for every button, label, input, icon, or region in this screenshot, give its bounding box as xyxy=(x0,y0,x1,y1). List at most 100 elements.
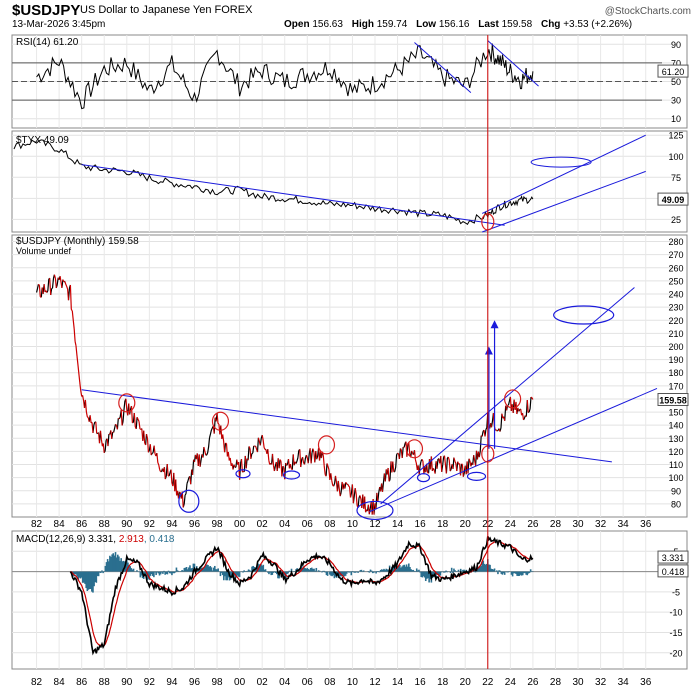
x-tick-label: 20 xyxy=(460,677,472,688)
y-tick-label: 70 xyxy=(671,58,681,68)
macd-panel: MACD(12,26,9) 3.331, 2.913, 0.418 3.331 0.… xyxy=(12,534,689,656)
usdjpy-last-box xyxy=(657,393,689,407)
x-tick-label: 88 xyxy=(99,677,111,688)
rsi-trendline-2 xyxy=(487,40,539,87)
y-tick-label: 240 xyxy=(668,290,683,300)
x-tick-label: 84 xyxy=(54,677,66,688)
rsi-panel: RSI(14) 61.20 61.20 xyxy=(12,37,689,110)
x-tick-label: 90 xyxy=(121,519,133,530)
y-tick-label: 25 xyxy=(671,215,681,225)
high-value: 159.74 xyxy=(376,19,408,30)
x-tick-label: 14 xyxy=(392,519,404,530)
x-tick-label: 02 xyxy=(257,677,269,688)
y-tick-label: 90 xyxy=(671,40,681,50)
usdjpy-target-ellipse xyxy=(553,305,615,325)
x-tick-label: 02 xyxy=(257,519,269,530)
x-tick-label: 94 xyxy=(166,519,178,530)
macd-last-box xyxy=(657,550,689,564)
macd-line xyxy=(69,536,534,656)
x-tick-label: 92 xyxy=(144,677,156,688)
x-tick-label: 82 xyxy=(31,677,43,688)
x-tick-label: 20 xyxy=(460,519,472,530)
y-tick-label: 280 xyxy=(668,237,683,247)
rsi-trendline-1 xyxy=(414,42,472,94)
y-tick-label: 260 xyxy=(668,263,683,273)
chart-date: 13-Mar-2026 3:45pm xyxy=(12,19,106,30)
tyx-line xyxy=(13,139,534,226)
panel-frame xyxy=(11,234,688,518)
x-tick-label: 00 xyxy=(234,519,246,530)
x-tick-label: 16 xyxy=(415,519,427,530)
x-tick-label: 12 xyxy=(369,677,381,688)
x-tick-label: 18 xyxy=(437,677,449,688)
y-tick-label: 100 xyxy=(668,473,683,483)
panel-frame xyxy=(11,530,688,670)
x-tick-label: 34 xyxy=(618,677,630,688)
high-label: High xyxy=(351,19,374,30)
x-tick-label: 92 xyxy=(144,519,156,530)
last-value: 159.58 xyxy=(501,19,533,30)
x-tick-label: 12 xyxy=(369,519,381,530)
y-tick-label: 75 xyxy=(671,173,681,183)
ohlc-bar: Open 156.63 High 159.74 Low 156.16 Last … xyxy=(284,19,638,30)
y-tick-label: 120 xyxy=(668,447,683,457)
tyx-panel: $TYX 49.09 49.09 xyxy=(13,134,689,233)
x-tick-label: 26 xyxy=(527,519,539,530)
x-tick-label: 30 xyxy=(572,677,584,688)
open-label: Open xyxy=(284,19,310,30)
red-high-circle xyxy=(211,411,230,431)
y-tick-label: 220 xyxy=(668,316,683,326)
x-tick-label: 08 xyxy=(324,677,336,688)
red-high-circle xyxy=(405,439,424,459)
rsi-last-value: 61.20 xyxy=(662,67,685,77)
usdjpy-last-value: 159.58 xyxy=(659,396,687,406)
x-tick-label: 36 xyxy=(640,519,652,530)
low-label: Low xyxy=(416,19,437,30)
macd-last-value: 3.331 xyxy=(662,553,685,563)
x-tick-label: 08 xyxy=(324,519,336,530)
usdjpy-down-bars xyxy=(37,274,534,515)
y-tick-label: 170 xyxy=(668,381,683,391)
x-tick-label: 98 xyxy=(211,519,223,530)
rsi-last-box xyxy=(657,64,689,78)
y-tick-label: 140 xyxy=(668,421,683,431)
x-tick-label: 96 xyxy=(189,677,201,688)
x-tick-label: 82 xyxy=(31,519,43,530)
x-tick-label: 34 xyxy=(618,519,630,530)
y-tick-label: -20 xyxy=(669,648,682,658)
blue-low-circle xyxy=(416,473,431,483)
last-label: Last xyxy=(478,19,499,30)
y-tick-label: 270 xyxy=(668,250,683,260)
symbol-description: US Dollar to Japanese Yen FOREX xyxy=(80,4,253,16)
blue-low-circle xyxy=(235,469,251,479)
y-tick-label: 180 xyxy=(668,368,683,378)
tyx-last-value: 49.09 xyxy=(662,195,685,205)
y-tick-label: 150 xyxy=(668,408,683,418)
y-tick-label: 210 xyxy=(668,329,683,339)
y-tick-label: 80 xyxy=(671,499,681,509)
x-tick-label: 86 xyxy=(76,519,88,530)
red-high-circle xyxy=(118,393,136,413)
credit-text: @StockCharts.com xyxy=(604,6,691,17)
chg-label: Chg xyxy=(540,19,561,30)
usdjpy-up-bars xyxy=(36,274,532,515)
x-tick-label: 10 xyxy=(347,677,359,688)
y-tick-label: 250 xyxy=(668,276,683,286)
x-tick-label: 14 xyxy=(392,677,404,688)
macd-title: MACD(12,26,9) 3.331, 2.913, 0.418 xyxy=(16,534,175,545)
panel-2: 125100755025 xyxy=(11,130,688,233)
x-tick-label: 04 xyxy=(279,677,291,688)
low-value: 156.16 xyxy=(438,19,470,30)
y-tick-label: 190 xyxy=(668,355,683,365)
x-tick-label: 24 xyxy=(505,677,517,688)
x-tick-label: 36 xyxy=(640,677,652,688)
open-value: 156.63 xyxy=(312,19,343,30)
x-tick-label: 16 xyxy=(415,677,427,688)
x-tick-label: 88 xyxy=(99,519,111,530)
macd-hist-value: , 0.418 xyxy=(144,534,175,545)
x-tick-label: 86 xyxy=(76,677,88,688)
target-arrow-head xyxy=(490,320,499,329)
